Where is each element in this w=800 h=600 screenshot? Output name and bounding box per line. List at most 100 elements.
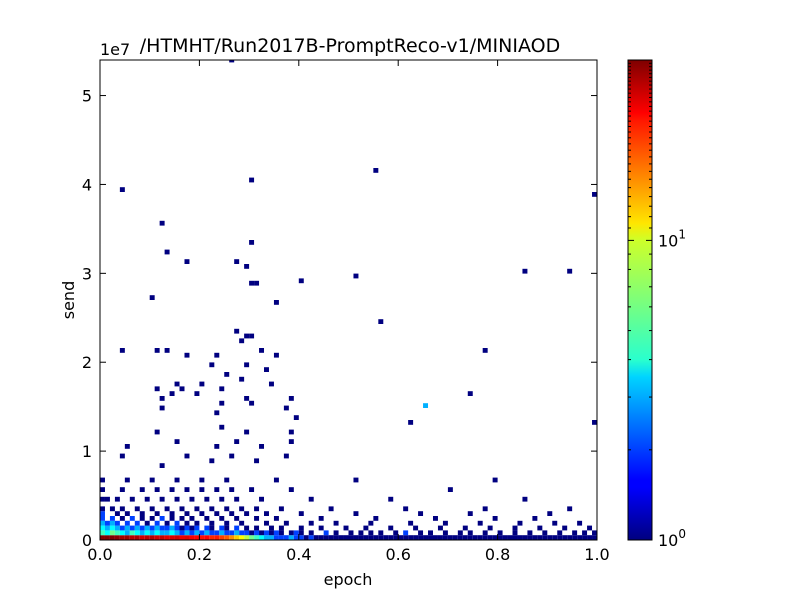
heatmap-cell <box>428 535 433 540</box>
heatmap-cell <box>273 352 279 358</box>
heatmap-cell <box>174 530 180 536</box>
heatmap-cell <box>179 506 185 512</box>
heatmap-cell <box>264 520 269 526</box>
heatmap-cell <box>134 506 140 512</box>
heatmap-cell <box>104 530 110 536</box>
heatmap-cell <box>179 516 185 521</box>
heatmap-cell <box>273 530 279 536</box>
heatmap-cell <box>552 535 558 540</box>
heatmap-cell <box>373 516 379 521</box>
heatmap-cell <box>234 328 240 334</box>
heatmap-cell <box>169 487 175 492</box>
heatmap-cell <box>149 530 155 536</box>
heatmap-cell <box>124 530 130 536</box>
y-axis: 0 1 2 3 4 5 <box>82 87 597 550</box>
heatmap-cell <box>467 511 473 516</box>
heatmap-cell <box>512 535 518 540</box>
heatmap-cell <box>109 535 115 540</box>
heatmap-cell <box>572 530 578 536</box>
heatmap-cell <box>214 410 220 416</box>
heatmap-cell <box>204 530 210 536</box>
heatmap-cell <box>249 535 255 540</box>
heatmap-cell <box>214 444 220 449</box>
heatmap-cell <box>522 496 528 502</box>
heatmap-cell <box>224 535 230 540</box>
heatmap-cell <box>109 520 115 526</box>
heatmap-cell <box>442 520 448 526</box>
heatmap-cell <box>164 520 170 526</box>
heatmap-cell <box>164 506 170 512</box>
plot-area: 0.0 0.2 0.4 0.6 0.8 1.0 0 1 2 3 4 5 <box>82 59 610 564</box>
x-tick-label: 0.8 <box>485 545 510 564</box>
heatmap-cell <box>119 187 125 192</box>
heatmap-cell <box>139 530 145 536</box>
x-tick-label: 1.0 <box>584 545 609 564</box>
heatmap-cell <box>244 396 250 401</box>
heatmap-cell <box>224 530 230 536</box>
heatmap-cell <box>522 535 528 540</box>
heatmap-cell <box>482 535 488 540</box>
heatmap-cell <box>467 535 473 540</box>
heatmap-cell <box>268 530 274 536</box>
heatmap-cell <box>383 535 389 540</box>
heatmap-cell <box>124 535 130 540</box>
heatmap-cell <box>259 444 265 449</box>
heatmap-cell <box>104 496 110 502</box>
x-axis: 0.0 0.2 0.4 0.6 0.8 1.0 <box>87 60 610 564</box>
heatmap-cell <box>532 535 538 540</box>
heatmap-cell <box>214 487 220 492</box>
colorbar-gradient <box>627 59 653 541</box>
heatmap-cell <box>259 496 265 502</box>
heatmap-cell <box>209 506 215 512</box>
heatmap-cell <box>134 530 140 536</box>
heatmap-cell <box>368 530 374 536</box>
heatmap-cell <box>154 525 160 531</box>
heatmap-cell <box>224 525 230 531</box>
heatmap-cell <box>492 477 498 483</box>
heatmap-cell <box>298 525 304 531</box>
heatmap-cell <box>268 381 274 387</box>
heatmap-cell <box>144 525 150 531</box>
heatmap-cell <box>477 535 483 540</box>
heatmap-cell <box>408 535 414 540</box>
heatmap-cell <box>229 60 235 63</box>
heatmap-cell <box>254 458 260 464</box>
heatmap-cell <box>328 506 334 512</box>
heatmap-cell <box>139 487 145 492</box>
heatmap-cell <box>154 386 160 392</box>
heatmap-cell <box>333 530 339 536</box>
heatmap-cell <box>244 362 250 368</box>
heatmap-cell <box>373 168 379 173</box>
heatmap-cell <box>189 535 195 540</box>
heatmap-cell <box>169 516 175 521</box>
heatmap-cell <box>100 525 105 531</box>
heatmap-cell <box>124 520 130 526</box>
heatmap-cell <box>219 400 225 406</box>
heatmap-cell <box>492 516 498 521</box>
heatmap-cell <box>194 506 200 512</box>
heatmap-cell <box>234 496 240 502</box>
heatmap-cell <box>109 506 115 512</box>
heatmap-cell <box>567 535 573 540</box>
heatmap-cell <box>159 525 165 531</box>
heatmap-cell <box>119 506 125 512</box>
heatmap-cell <box>333 535 339 540</box>
heatmap-cell <box>179 535 185 540</box>
heatmap-cell <box>114 520 120 526</box>
heatmap-cell <box>283 535 289 540</box>
heatmap-cell <box>368 535 374 540</box>
heatmap-cell <box>298 535 304 540</box>
heatmap-cell <box>254 506 260 512</box>
heatmap-cell <box>209 458 215 464</box>
heatmap-cell <box>144 535 150 540</box>
heatmap-cell <box>542 535 548 540</box>
heatmap-cell <box>100 516 105 521</box>
heatmap-cell <box>457 535 463 540</box>
heatmap-cell <box>418 530 424 536</box>
heatmap-cell <box>403 535 409 540</box>
heatmap-cell <box>154 520 160 526</box>
heatmap-cell <box>254 280 260 286</box>
heatmap-cell <box>447 487 453 492</box>
heatmap-cell <box>174 496 180 502</box>
heatmap-cell <box>164 249 170 255</box>
